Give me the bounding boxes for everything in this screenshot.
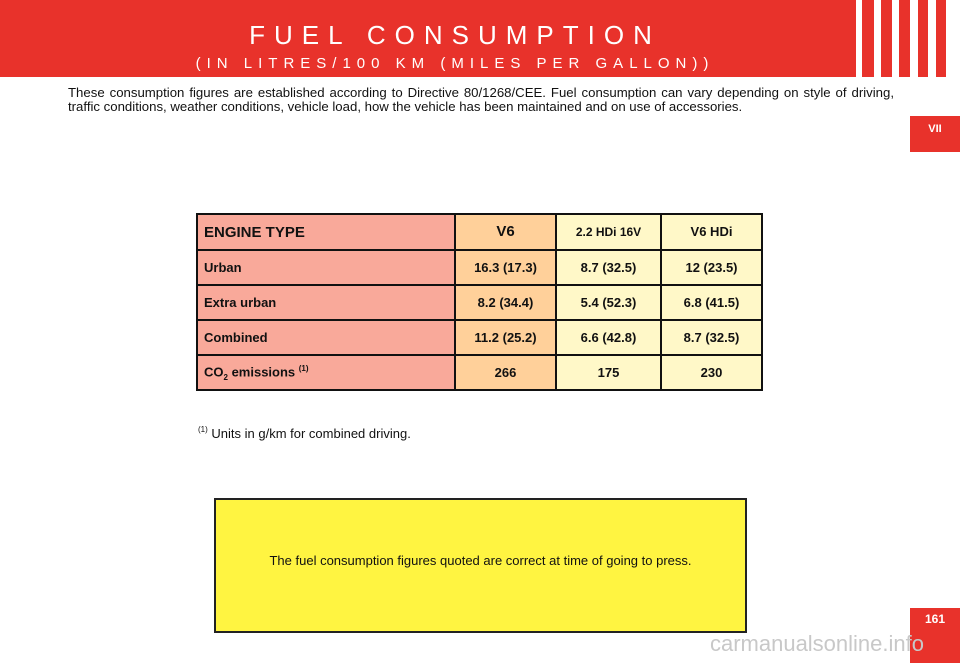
cell-v6hdi: 6.8 (41.5) <box>660 284 763 321</box>
cell-22hdi: 8.7 (32.5) <box>555 249 662 286</box>
table-header-row: ENGINE TYPE V6 2.2 HDi 16V V6 HDi <box>196 213 763 251</box>
header-v6hdi: V6 HDi <box>660 213 763 251</box>
footnote: (1) Units in g/km for combined driving. <box>198 425 411 441</box>
header-22hdi: 2.2 HDi 16V <box>555 213 662 251</box>
table-row: Urban 16.3 (17.3) 8.7 (32.5) 12 (23.5) <box>196 249 763 286</box>
page-subtitle: (IN LITRES/100 KM (MILES PER GALLON)) <box>195 55 715 72</box>
row-label: Urban <box>196 249 456 286</box>
cell-v6hdi: 12 (23.5) <box>660 249 763 286</box>
header-v6: V6 <box>454 213 557 251</box>
note-box: The fuel consumption figures quoted are … <box>214 498 747 633</box>
cell-22hdi: 6.6 (42.8) <box>555 319 662 356</box>
row-label-co2: CO2 emissions (1) <box>196 354 456 391</box>
header-banner: FUEL CONSUMPTION (IN LITRES/100 KM (MILE… <box>0 0 960 77</box>
cell-v6: 8.2 (34.4) <box>454 284 557 321</box>
intro-paragraph: These consumption figures are establishe… <box>68 85 894 114</box>
cell-v6: 11.2 (25.2) <box>454 319 557 356</box>
cell-v6: 16.3 (17.3) <box>454 249 557 286</box>
page-number: 161 <box>910 608 960 663</box>
section-tab[interactable]: VII <box>910 116 960 152</box>
cell-v6: 266 <box>454 354 557 391</box>
row-label: Combined <box>196 319 456 356</box>
cell-v6hdi: 8.7 (32.5) <box>660 319 763 356</box>
table-row: Extra urban 8.2 (34.4) 5.4 (52.3) 6.8 (4… <box>196 284 763 321</box>
watermark: carmanualsonline.info <box>709 631 924 656</box>
header-stripes <box>840 0 960 77</box>
cell-v6hdi: 230 <box>660 354 763 391</box>
cell-22hdi: 5.4 (52.3) <box>555 284 662 321</box>
table-row: Combined 11.2 (25.2) 6.6 (42.8) 8.7 (32.… <box>196 319 763 356</box>
page-title: FUEL CONSUMPTION <box>249 20 661 50</box>
cell-22hdi: 175 <box>555 354 662 391</box>
fuel-consumption-table: ENGINE TYPE V6 2.2 HDi 16V V6 HDi Urban … <box>196 213 763 391</box>
header-engine-type: ENGINE TYPE <box>196 213 456 251</box>
row-label: Extra urban <box>196 284 456 321</box>
note-text: The fuel consumption figures quoted are … <box>269 553 692 568</box>
table-row-co2: CO2 emissions (1) 266 175 230 <box>196 354 763 391</box>
